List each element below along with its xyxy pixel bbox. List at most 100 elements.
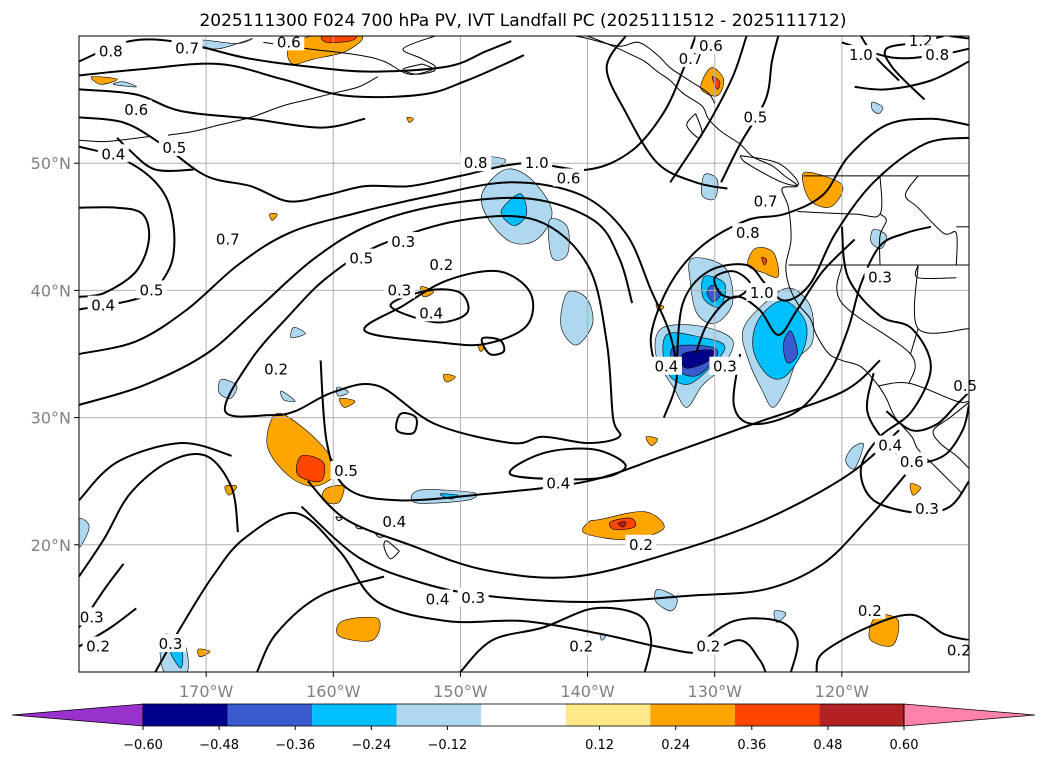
ivt-contour-line — [720, 36, 780, 183]
ivt-contour-line — [79, 441, 232, 502]
contour-label-bg — [387, 232, 419, 251]
colorbar-segment — [481, 704, 566, 726]
ivt-contour-line — [300, 474, 907, 604]
contour-label: 0.6 — [900, 453, 924, 471]
contour-label-bg — [692, 636, 724, 655]
political-border — [904, 175, 958, 266]
pv-shaded-region — [560, 290, 594, 346]
colorbar-extend-low — [11, 703, 144, 727]
contour-label: 0.2 — [629, 536, 653, 554]
pv-shaded-region — [217, 378, 238, 399]
contour-label-bg — [383, 280, 415, 299]
x-tick-label: 150°W — [433, 682, 488, 701]
contour-label: 0.2 — [696, 638, 720, 656]
coastline — [932, 401, 969, 469]
contour-label-bg — [87, 295, 119, 314]
pv-shaded-region — [711, 76, 721, 90]
map-frame — [78, 35, 970, 673]
contour-label-bg — [330, 461, 362, 480]
ivt-contour-line — [713, 270, 752, 299]
y-tick-label: 50°N — [31, 154, 71, 173]
contour-label: 0.8 — [464, 154, 488, 172]
pv-shaded-region — [269, 212, 278, 221]
contour-label-bg — [155, 634, 187, 653]
contour-label: 0.5 — [162, 139, 186, 157]
contour-label: 0.8 — [736, 224, 760, 242]
contour-label: 0.6 — [699, 37, 723, 55]
contour-label: 0.5 — [140, 281, 164, 299]
ivt-contour-line — [815, 613, 969, 672]
ivt-contour-line — [480, 336, 506, 356]
colorbar-segment — [396, 704, 482, 726]
contour-label-bg — [650, 356, 682, 375]
coastline — [739, 155, 800, 186]
political-border — [574, 36, 716, 104]
contour-label-bg — [943, 640, 975, 659]
ivt-contour-line — [694, 238, 856, 355]
longitude-ticks: 170°W 160°W 150°W 140°W 130°W 120°W — [179, 672, 869, 701]
pv-shaded-region — [782, 330, 798, 364]
y-tick-label: 30°N — [31, 409, 71, 428]
contour-label-bg — [709, 356, 741, 375]
pv-shaded-region — [296, 454, 326, 483]
contour-label: 0.8 — [99, 42, 123, 60]
x-tick-label: 140°W — [560, 682, 615, 701]
colorbar-tick-label: −0.60 — [123, 738, 163, 753]
ivt-contour-line — [79, 54, 525, 99]
colorbar-segment — [650, 704, 735, 726]
contour-label-bg — [625, 534, 657, 553]
x-tick-label: 170°W — [179, 682, 234, 701]
ivt-contour-line — [79, 206, 151, 298]
contour-label-bg — [949, 375, 981, 394]
contour-label: 0.7 — [754, 192, 778, 210]
political-border — [878, 382, 969, 403]
contour-label-bg — [750, 191, 782, 210]
colorbar-tick-label: 0.60 — [890, 738, 919, 753]
contour-label: 0.6 — [124, 101, 148, 119]
contour-label: 0.4 — [426, 590, 450, 608]
pv-shaded-region — [909, 483, 921, 496]
contour-label-bg — [896, 452, 928, 471]
colorbar-segment — [312, 704, 397, 726]
colorbar-extend-high — [903, 703, 1036, 727]
contour-label-bg — [273, 32, 305, 51]
ivt-contour-line — [605, 36, 728, 190]
x-tick-label: 160°W — [306, 682, 361, 701]
political-border — [913, 264, 969, 334]
political-border — [910, 328, 919, 355]
contour-label: 0.7 — [679, 50, 703, 68]
contour-label-bg — [460, 153, 492, 172]
colorbar-tick-label: −0.36 — [275, 738, 315, 753]
contour-label-bg — [171, 38, 203, 57]
contour-label-bg — [158, 137, 190, 156]
contour-label-bg — [422, 589, 454, 608]
ivt-contour-line — [116, 137, 194, 172]
contour-label: 0.3 — [80, 608, 104, 626]
coastline — [167, 76, 379, 136]
ivt-contours-layer — [79, 36, 969, 672]
ivt-contour-line — [732, 225, 932, 426]
contour-label: 0.2 — [858, 602, 882, 620]
ivt-contour-line — [854, 60, 969, 91]
contour-label-bg — [76, 607, 108, 626]
ivt-contour-line — [79, 38, 512, 73]
contour-label-bg — [845, 45, 877, 64]
coastline — [335, 516, 343, 522]
contour-label: 0.6 — [277, 33, 301, 51]
contour-label-bg — [874, 435, 906, 454]
contour-label-bg — [521, 153, 553, 172]
pv-shaded-region — [336, 616, 381, 642]
contour-label: 0.3 — [391, 233, 415, 251]
pv-shaded-region — [443, 373, 456, 383]
ivt-contour-line — [79, 453, 239, 578]
pv-shaded-region — [868, 614, 900, 647]
contour-label: 0.3 — [159, 635, 183, 653]
pv-shaded-region — [406, 116, 414, 123]
colorbar-segment — [227, 704, 313, 726]
ivt-contour-line — [669, 36, 748, 183]
political-border — [797, 175, 883, 218]
contour-label-bg — [415, 303, 447, 322]
ivt-contour-line — [649, 117, 969, 374]
pv-shading-layer — [79, 36, 921, 672]
